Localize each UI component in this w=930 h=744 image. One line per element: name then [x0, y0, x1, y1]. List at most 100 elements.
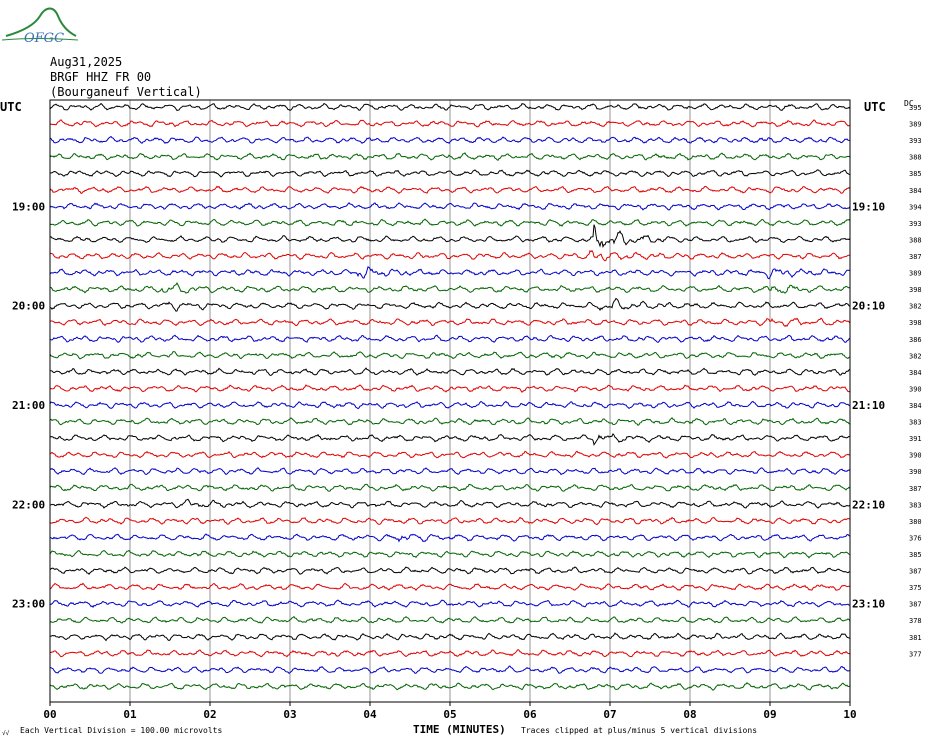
seismic-trace	[49, 135, 851, 145]
seismic-trace	[49, 317, 851, 328]
left-time-label: 19:00	[12, 200, 45, 213]
seismic-trace	[49, 665, 851, 674]
dc-header-label: DC	[904, 99, 914, 108]
x-tick-label: 01	[123, 708, 137, 721]
seismic-trace	[49, 566, 851, 575]
seismic-trace	[49, 549, 851, 559]
header-station: BRGF HHZ FR 00	[50, 70, 152, 84]
x-tick-label: 08	[683, 708, 696, 721]
x-tick-group: 00 01 02 03 04 05 06 07 08 09 10	[43, 702, 857, 721]
logo-text: OFGC	[24, 31, 64, 46]
x-tick-label: 04	[363, 708, 377, 721]
x-tick-label: 02	[203, 708, 216, 721]
logo-underline	[1, 38, 79, 41]
right-time-label: 22:10	[852, 498, 885, 511]
left-time-label: 20:00	[12, 300, 45, 313]
dc-offset-value: 382	[909, 303, 922, 311]
dc-offset-value: 389	[909, 270, 922, 278]
dc-offset-value: 387	[909, 253, 922, 261]
dc-offset-value: 390	[909, 468, 922, 476]
x-tick-label: 10	[843, 708, 856, 721]
x-tick-label: 00	[43, 708, 56, 721]
left-axis-label: UTC	[0, 100, 22, 114]
seismic-trace	[49, 185, 851, 194]
seismic-trace	[49, 450, 851, 459]
seismic-trace	[49, 615, 851, 624]
seismic-trace	[49, 281, 851, 294]
dc-offset-value: 386	[909, 336, 922, 344]
seismic-trace	[50, 632, 851, 642]
clip-note: Traces clipped at plus/minus 5 vertical …	[521, 726, 757, 735]
seismic-trace	[49, 224, 851, 249]
dc-offset-value: 382	[909, 352, 922, 360]
x-axis-title: TIME (MINUTES)	[413, 723, 506, 736]
right-axis-label: UTC	[864, 100, 886, 114]
division-note: Each Vertical Division = 100.00 microvol…	[20, 726, 222, 735]
seismic-trace	[49, 218, 851, 227]
x-tick-label: 03	[283, 708, 296, 721]
dc-offset-value: 387	[909, 601, 922, 609]
dc-offset-value: 376	[909, 534, 922, 542]
dc-offset-value: 398	[909, 319, 922, 327]
seismic-trace	[49, 119, 851, 128]
dc-offset-value: 394	[909, 203, 922, 211]
x-tick-label: 06	[523, 708, 537, 721]
dc-offset-value: 388	[909, 236, 922, 244]
seismic-trace	[49, 498, 851, 509]
dc-offset-value: 384	[909, 369, 922, 377]
seismic-trace	[49, 432, 851, 446]
dc-offset-value: 380	[909, 518, 922, 526]
ofgc-logo: OFGC	[1, 7, 79, 46]
seismic-trace	[49, 152, 851, 161]
x-tick-label: 07	[603, 708, 616, 721]
seismic-trace	[49, 202, 851, 211]
seismic-trace	[49, 466, 851, 476]
dc-offset-value: 389	[909, 121, 922, 129]
dc-offset-group: 395 389 393 388 385 384 394 393 388 387 389 398 382 3…	[909, 104, 922, 658]
header-station-name: (Bourganeuf Vertical)	[50, 85, 202, 99]
seismic-trace	[49, 533, 851, 543]
dc-offset-value: 384	[909, 187, 922, 195]
left-time-label: 21:00	[12, 399, 45, 412]
dc-offset-value: 377	[909, 650, 922, 658]
dc-offset-value: 388	[909, 154, 922, 162]
seismic-trace	[49, 648, 851, 658]
dc-offset-value: 383	[909, 419, 922, 427]
dc-offset-value: 385	[909, 551, 922, 559]
header-date: Aug31,2025	[50, 55, 123, 69]
seismic-trace	[49, 599, 851, 608]
dc-offset-value: 384	[909, 402, 922, 410]
seismic-trace	[49, 169, 851, 178]
x-tick-label: 05	[443, 708, 456, 721]
x-tick-label: 09	[763, 708, 776, 721]
seismic-trace	[49, 417, 851, 426]
dc-offset-value: 393	[909, 137, 922, 145]
dc-offset-value: 395	[909, 104, 922, 112]
dc-offset-value: 383	[909, 501, 922, 509]
dc-offset-value: 398	[909, 286, 922, 294]
dc-offset-value: 375	[909, 584, 922, 592]
seismic-trace	[49, 582, 851, 592]
dc-offset-value: 391	[909, 435, 922, 443]
seismic-trace	[49, 516, 851, 526]
dc-offset-value: 390	[909, 452, 922, 460]
seismic-trace	[49, 249, 851, 262]
dc-offset-value: 393	[909, 220, 922, 228]
seismic-trace	[49, 483, 851, 492]
time-label-group: 19:00 20:00 21:00 22:00 23:00 19:10 20:10 21:10…	[12, 200, 885, 610]
dc-offset-value: 387	[909, 485, 922, 493]
seismic-trace	[49, 266, 851, 280]
dc-offset-value: 390	[909, 385, 922, 393]
right-time-label: 20:10	[852, 300, 885, 313]
dc-offset-value: 385	[909, 170, 922, 178]
trace-group	[49, 102, 851, 691]
seismic-trace	[49, 351, 851, 360]
left-time-label: 23:00	[12, 598, 45, 611]
corner-mark: √√	[2, 730, 10, 737]
right-time-label: 19:10	[852, 200, 885, 213]
seismic-trace	[50, 297, 851, 312]
right-time-label: 23:10	[852, 598, 885, 611]
seismic-trace	[49, 334, 851, 344]
seismic-trace	[49, 400, 851, 410]
